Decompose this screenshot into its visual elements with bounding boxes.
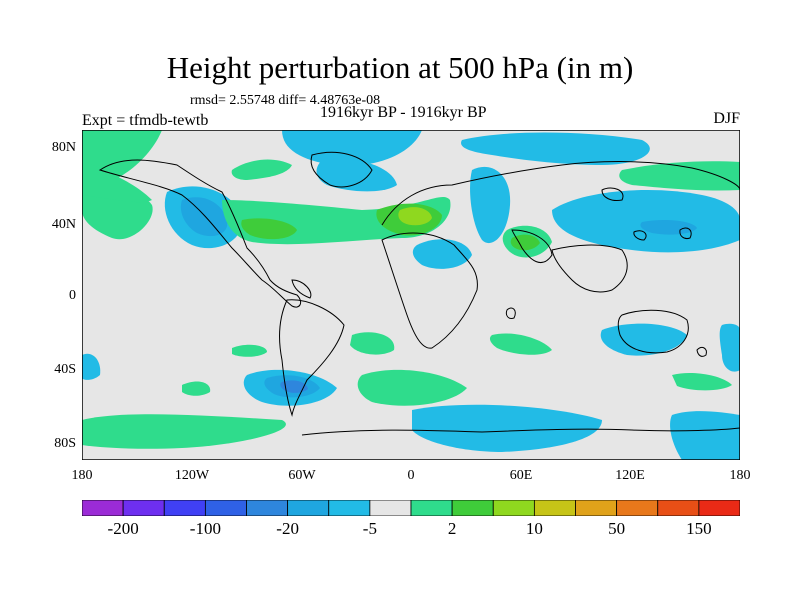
contour-fields bbox=[82, 130, 740, 460]
colorbar-swatch bbox=[575, 500, 618, 516]
lat-tick-0: 0 bbox=[69, 288, 76, 303]
colorbar-swatch bbox=[163, 500, 206, 516]
colorbar-label: 10 bbox=[525, 519, 543, 538]
colorbar-swatch bbox=[451, 500, 494, 516]
rmsd-diff-stats: rmsd= 2.55748 diff= 4.48763e-08 bbox=[190, 93, 381, 108]
lon-tick-120w: 120W bbox=[174, 468, 210, 483]
colorbar-swatch bbox=[204, 500, 247, 516]
colorbar-label: -200 bbox=[107, 519, 139, 538]
colorbar-swatch bbox=[533, 500, 576, 516]
coastlines bbox=[98, 151, 740, 436]
colorbar-label: -20 bbox=[276, 519, 299, 538]
lon-tick-60w: 60W bbox=[288, 468, 316, 483]
colorbar-swatch bbox=[122, 500, 165, 516]
period-label: 1916kyr BP - 1916kyr BP bbox=[320, 104, 487, 121]
lon-tick-180w: 180 bbox=[71, 468, 93, 483]
map-title: Height perturbation at 500 hPa (in m) bbox=[166, 50, 634, 85]
lon-tick-60e: 60E bbox=[509, 468, 533, 483]
colorbar-swatch bbox=[698, 500, 740, 516]
lat-tick-40s: 40S bbox=[54, 362, 76, 377]
lat-tick-80s: 80S bbox=[54, 436, 76, 451]
colorbar-swatch bbox=[287, 500, 330, 516]
colorbar-label: -100 bbox=[189, 519, 221, 538]
experiment-label: Expt = tfmdb-tewtb bbox=[82, 112, 209, 129]
colorbar-label: 150 bbox=[686, 519, 712, 538]
colorbar-label: 2 bbox=[447, 519, 457, 538]
lon-tick-0: 0 bbox=[407, 468, 415, 483]
world-map bbox=[82, 130, 740, 460]
lat-tick-40n: 40N bbox=[51, 217, 76, 232]
lon-tick-120e: 120E bbox=[615, 468, 645, 483]
colorbar-swatch bbox=[328, 500, 371, 516]
colorbar-label: -5 bbox=[362, 519, 377, 538]
colorbar-swatch bbox=[369, 500, 412, 516]
lat-tick-80n: 80N bbox=[51, 140, 76, 155]
lon-tick-180e: 180 bbox=[729, 468, 751, 483]
colorbar-label: 50 bbox=[608, 519, 626, 538]
colorbar-swatch bbox=[657, 500, 700, 516]
colorbar-swatch bbox=[492, 500, 535, 516]
colorbar-swatch bbox=[246, 500, 289, 516]
colorbar-swatch bbox=[410, 500, 453, 516]
colorbar bbox=[82, 500, 740, 516]
season-label: DJF bbox=[713, 110, 740, 127]
colorbar-swatch bbox=[616, 500, 659, 516]
colorbar-swatch bbox=[82, 500, 124, 516]
